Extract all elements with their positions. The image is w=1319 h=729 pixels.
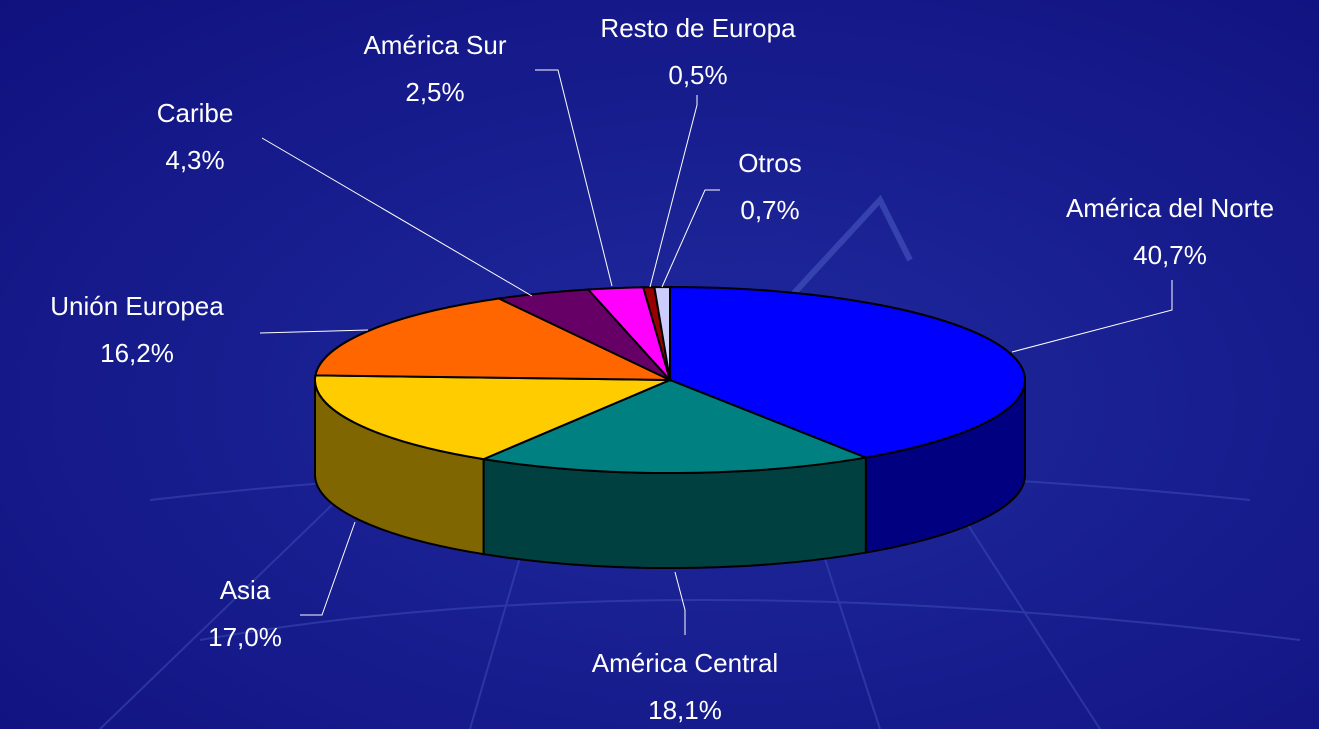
slice-label: América Central [592, 648, 778, 678]
leader-line [300, 521, 356, 616]
value-label: 40,7% [1133, 240, 1207, 270]
value-label: 18,1% [648, 695, 722, 725]
labels: América del Norte 40,7% América Central 18,… [50, 13, 1274, 725]
leader-line [1011, 280, 1173, 353]
leader-line [261, 137, 533, 297]
slice-side [482, 456, 867, 569]
slice [314, 374, 671, 461]
value-label: 0,7% [740, 195, 799, 225]
slice [314, 297, 671, 381]
slice-label: Asia [220, 575, 271, 605]
slice-label: América Sur [363, 30, 506, 60]
value-label: 16,2% [100, 338, 174, 368]
leader-line [649, 95, 698, 288]
slice-label: América del Norte [1066, 193, 1274, 223]
value-label: 2,5% [405, 77, 464, 107]
value-label: 17,0% [208, 622, 282, 652]
slice-label: Otros [738, 148, 802, 178]
slice-label: Unión Europea [50, 291, 224, 321]
pie [314, 285, 1026, 569]
value-label: 4,3% [165, 145, 224, 175]
leader-line [535, 69, 613, 287]
value-label: 0,5% [668, 60, 727, 90]
slice [479, 378, 870, 474]
slice-label: Caribe [157, 98, 234, 128]
leader-line [674, 571, 686, 635]
leader-line [661, 189, 720, 288]
slice-label: Resto de Europa [600, 13, 796, 43]
leader-line [259, 329, 369, 334]
